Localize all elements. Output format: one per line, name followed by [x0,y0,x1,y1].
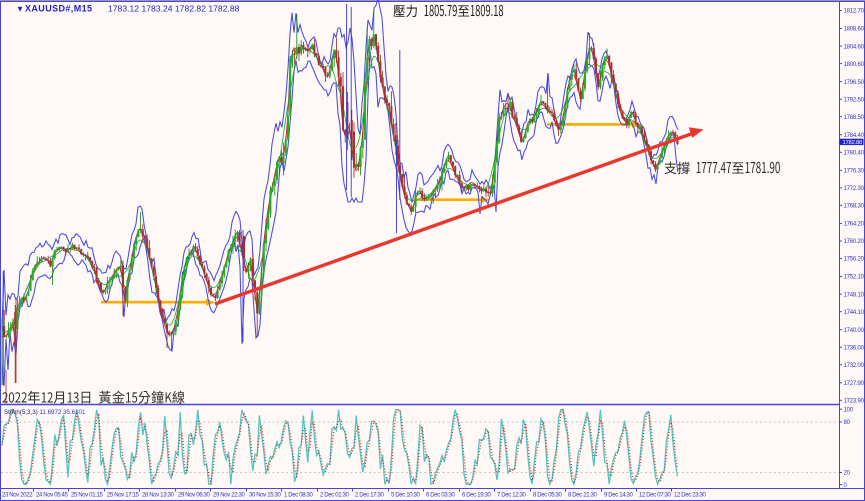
svg-text:1783.12 1783.24 1782.82 1782.8: 1783.12 1783.24 1782.82 1782.88 [108,4,240,14]
svg-text:1752.10: 1752.10 [844,275,865,281]
svg-text:12 Dec 23:30: 12 Dec 23:30 [674,493,707,499]
svg-text:5 Dec 10:30: 5 Dec 10:30 [391,493,421,499]
svg-text:7 Dec 12:30: 7 Dec 12:30 [497,493,527,499]
svg-text:30 Nov 15:30: 30 Nov 15:30 [249,493,282,499]
svg-text:1760.20: 1760.20 [844,239,865,245]
svg-text:12 Dec 07:30: 12 Dec 07:30 [639,493,672,499]
svg-text:1727.90: 1727.90 [844,381,865,387]
svg-text:2 Dec 17:30: 2 Dec 17:30 [355,493,385,499]
svg-text:1768.30: 1768.30 [844,204,865,210]
svg-text:1744.10: 1744.10 [844,310,865,316]
svg-text:1764.20: 1764.20 [844,222,865,228]
svg-text:1736.00: 1736.00 [844,345,865,351]
svg-text:100: 100 [844,407,854,413]
svg-text:28 Nov 13:30: 28 Nov 13:30 [142,493,175,499]
svg-text:80: 80 [844,420,851,426]
svg-text:1804.60: 1804.60 [844,44,865,50]
svg-text:1748.10: 1748.10 [844,292,865,298]
svg-text:1796.50: 1796.50 [844,80,865,86]
svg-text:1780.40: 1780.40 [844,151,865,157]
svg-text:1782.88: 1782.88 [843,140,863,146]
svg-text:20: 20 [844,471,851,477]
svg-text:1756.20: 1756.20 [844,257,865,263]
svg-text:9 Dec 14:30: 9 Dec 14:30 [604,493,634,499]
svg-text:25 Nov 01:15: 25 Nov 01:15 [71,493,104,499]
svg-text:6 Dec 03:30: 6 Dec 03:30 [426,493,456,499]
svg-text:6 Dec 19:30: 6 Dec 19:30 [462,493,492,499]
svg-text:1776.30: 1776.30 [844,169,865,175]
svg-text:1740.00: 1740.00 [844,328,865,334]
svg-text:1772.30: 1772.30 [844,186,865,192]
svg-text:▼: ▼ [16,5,24,14]
svg-text:24 Nov 05:45: 24 Nov 05:45 [36,493,69,499]
svg-text:29 Nov 22:30: 29 Nov 22:30 [213,493,246,499]
svg-text:1812.70: 1812.70 [844,9,865,15]
svg-text:1 Dec 08:30: 1 Dec 08:30 [284,493,314,499]
svg-text:1792.50: 1792.50 [844,97,865,103]
svg-text:29 Nov 06:30: 29 Nov 06:30 [178,493,211,499]
svg-text:XAUUSD#,M15: XAUUSD#,M15 [25,4,92,14]
svg-text:0: 0 [844,483,848,489]
svg-text:23 Nov 2022: 23 Nov 2022 [2,493,33,499]
svg-text:1808.60: 1808.60 [844,27,865,33]
svg-text:8 Dec 21:30: 8 Dec 21:30 [568,493,598,499]
svg-text:2 Dec 01:30: 2 Dec 01:30 [320,493,350,499]
svg-text:1788.50: 1788.50 [844,115,865,121]
svg-text:1784.40: 1784.40 [844,133,865,139]
svg-text:Stoch(5,3,3) 11.6972 35.6101: Stoch(5,3,3) 11.6972 35.6101 [4,409,86,416]
svg-text:8 Dec 05:30: 8 Dec 05:30 [533,493,563,499]
svg-text:1723.90: 1723.90 [844,399,865,405]
svg-text:25 Nov 17:15: 25 Nov 17:15 [107,493,140,499]
svg-text:1800.60: 1800.60 [844,62,865,68]
svg-text:1732.00: 1732.00 [844,363,865,369]
